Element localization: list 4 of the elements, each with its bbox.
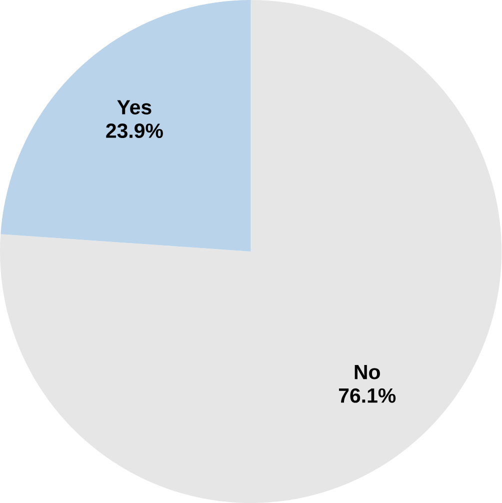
data-label: 23.9% xyxy=(106,124,164,138)
data-label: 76.1% xyxy=(339,388,396,403)
slice-label: No xyxy=(355,365,380,380)
slice-label: Yes xyxy=(117,100,152,114)
